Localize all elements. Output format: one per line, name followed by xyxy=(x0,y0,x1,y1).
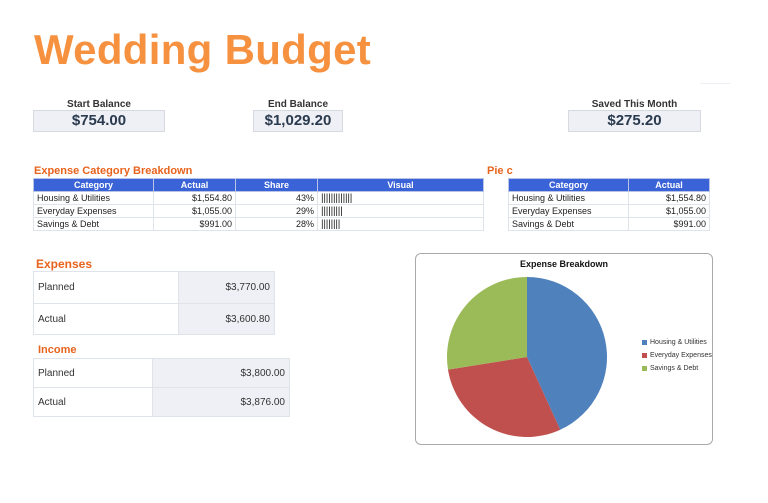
expenses-table: Planned $3,770.00 Actual $3,600.80 xyxy=(33,271,275,335)
divider xyxy=(700,83,730,84)
cell-actual[interactable]: $1,554.80 xyxy=(628,191,710,205)
cell-visual-bar[interactable]: |||||||| xyxy=(317,217,484,231)
pie-header-row: Category Actual xyxy=(508,178,710,192)
income-table: Planned $3,800.00 Actual $3,876.00 xyxy=(33,358,290,417)
end-balance-label: End Balance xyxy=(267,99,329,110)
saved-month-label: Saved This Month xyxy=(591,99,678,110)
cell-category[interactable]: Savings & Debt xyxy=(508,217,629,231)
cell-category[interactable]: Savings & Debt xyxy=(33,217,154,231)
legend-item: Housing & Utilities xyxy=(642,339,712,346)
cell-share[interactable]: 29% xyxy=(235,204,318,218)
income-actual-value[interactable]: $3,876.00 xyxy=(152,387,290,417)
cell-category[interactable]: Everyday Expenses xyxy=(508,204,629,218)
legend-label: Everyday Expenses xyxy=(650,352,712,359)
start-balance-label: Start Balance xyxy=(67,99,131,110)
legend-swatch xyxy=(642,366,647,371)
col-visual: Visual xyxy=(317,178,484,192)
pie-data-table: Category Actual Housing & Utilities $1,5… xyxy=(508,178,710,231)
table-row: Everyday Expenses $1,055.00 xyxy=(508,204,710,218)
cell-actual[interactable]: $1,554.80 xyxy=(153,191,236,205)
income-planned-value[interactable]: $3,800.00 xyxy=(152,358,290,388)
col-category: Category xyxy=(33,178,154,192)
pie-table-heading: Pie c xyxy=(487,165,513,177)
table-row: Actual $3,600.80 xyxy=(33,303,275,335)
col-category: Category xyxy=(508,178,629,192)
income-heading: Income xyxy=(38,344,77,356)
cell-category[interactable]: Everyday Expenses xyxy=(33,204,154,218)
legend-item: Everyday Expenses xyxy=(642,352,712,359)
cell-share[interactable]: 28% xyxy=(235,217,318,231)
cell-category[interactable]: Housing & Utilities xyxy=(508,191,629,205)
table-row: Savings & Debt $991.00 xyxy=(508,217,710,231)
legend-item: Savings & Debt xyxy=(642,365,712,372)
cell-visual-bar[interactable]: ||||||||| xyxy=(317,204,484,218)
expenses-planned-label: Planned xyxy=(33,271,179,304)
table-row: Housing & Utilities $1,554.80 43% ||||||… xyxy=(33,191,484,205)
income-actual-label: Actual xyxy=(33,387,153,417)
col-share: Share xyxy=(235,178,318,192)
breakdown-table: Category Actual Share Visual Housing & U… xyxy=(33,178,484,231)
cell-actual[interactable]: $991.00 xyxy=(153,217,236,231)
breakdown-heading: Expense Category Breakdown xyxy=(34,165,193,177)
breakdown-header-row: Category Actual Share Visual xyxy=(33,178,484,192)
pie-slice-housing-utilities[interactable] xyxy=(527,277,607,430)
col-actual: Actual xyxy=(153,178,236,192)
table-row: Planned $3,800.00 xyxy=(33,358,290,388)
expense-breakdown-chart[interactable]: Expense Breakdown Housing & Utilities Eve… xyxy=(415,253,713,445)
table-row: Housing & Utilities $1,554.80 xyxy=(508,191,710,205)
cell-share[interactable]: 43% xyxy=(235,191,318,205)
chart-legend: Housing & Utilities Everyday Expenses Savi… xyxy=(642,339,712,378)
expenses-actual-value[interactable]: $3,600.80 xyxy=(178,303,275,335)
saved-month-value[interactable]: $275.20 xyxy=(568,110,701,132)
cell-category[interactable]: Housing & Utilities xyxy=(33,191,154,205)
legend-label: Savings & Debt xyxy=(650,365,699,372)
expenses-heading: Expenses xyxy=(36,257,93,271)
pie-slice-everyday-expenses[interactable] xyxy=(448,357,561,437)
expenses-actual-label: Actual xyxy=(33,303,179,335)
legend-swatch xyxy=(642,353,647,358)
chart-title: Expense Breakdown xyxy=(519,259,609,269)
expenses-planned-value[interactable]: $3,770.00 xyxy=(178,271,275,304)
col-actual: Actual xyxy=(628,178,710,192)
pie-chart xyxy=(447,277,607,437)
table-row: Actual $3,876.00 xyxy=(33,387,290,417)
cell-actual[interactable]: $1,055.00 xyxy=(153,204,236,218)
legend-swatch xyxy=(642,340,647,345)
legend-label: Housing & Utilities xyxy=(650,339,707,346)
table-row: Savings & Debt $991.00 28% |||||||| xyxy=(33,217,484,231)
table-row: Everyday Expenses $1,055.00 29% ||||||||… xyxy=(33,204,484,218)
page-title: Wedding Budget xyxy=(34,26,372,73)
start-balance-value[interactable]: $754.00 xyxy=(33,110,165,132)
income-planned-label: Planned xyxy=(33,358,153,388)
cell-actual[interactable]: $991.00 xyxy=(628,217,710,231)
pie-slice-savings-debt[interactable] xyxy=(447,277,527,370)
cell-actual[interactable]: $1,055.00 xyxy=(628,204,710,218)
end-balance-value[interactable]: $1,029.20 xyxy=(253,110,343,132)
cell-visual-bar[interactable]: ||||||||||||| xyxy=(317,191,484,205)
table-row: Planned $3,770.00 xyxy=(33,271,275,304)
